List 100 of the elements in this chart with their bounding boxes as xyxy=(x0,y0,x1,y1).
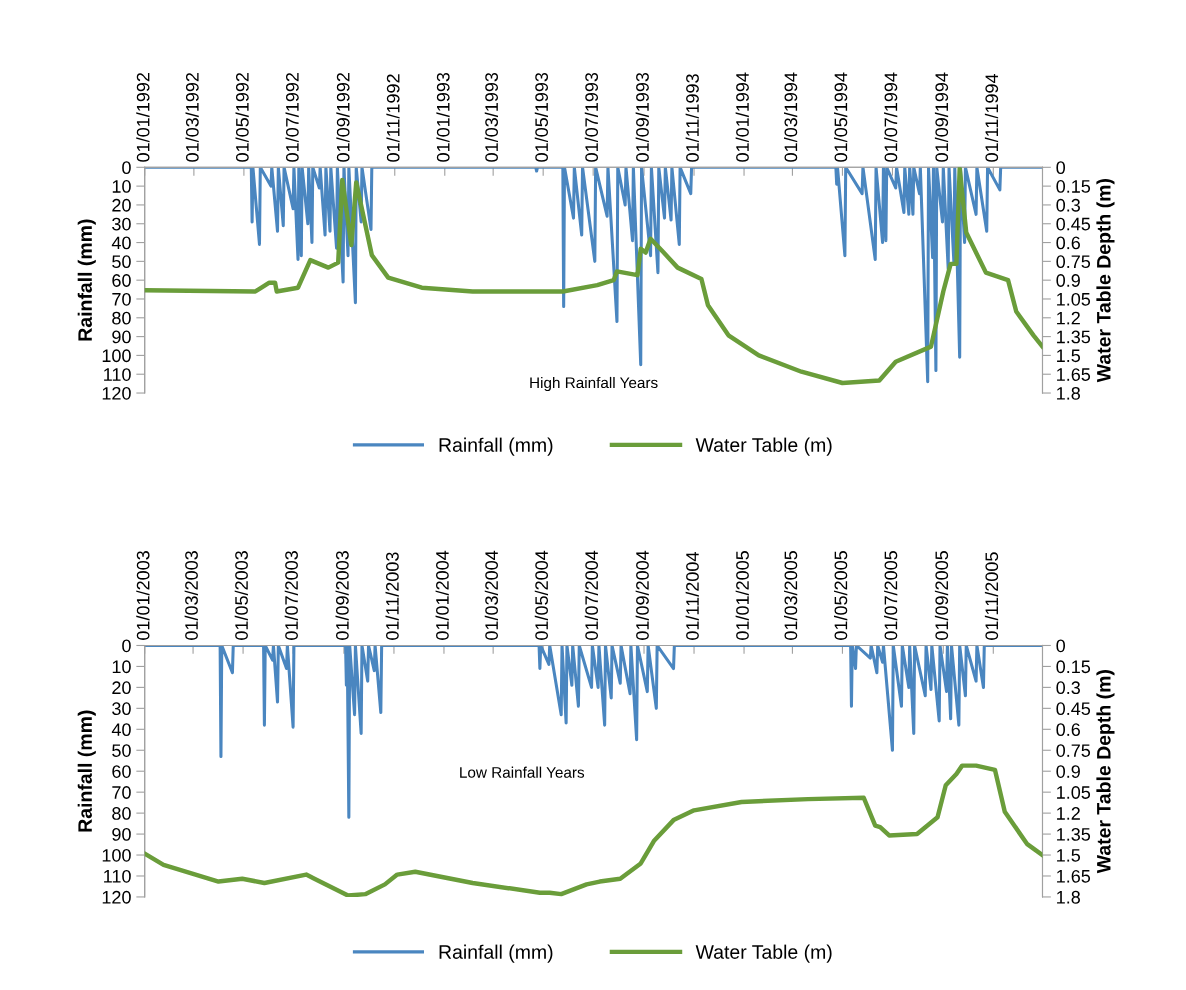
y2-tick-label: 0.15 xyxy=(1056,180,1091,193)
y-tick-label: 60 xyxy=(112,274,131,287)
y-tick-label: 90 xyxy=(112,330,131,344)
y2-tick-label: 0.6 xyxy=(1056,723,1080,737)
x-tick-label: 01/11/2003 xyxy=(385,552,399,640)
y2-tick-label: 1.2 xyxy=(1057,311,1080,325)
legend-label: Rainfall (mm) xyxy=(439,437,553,456)
y2-tick-label: 0.15 xyxy=(1056,660,1091,674)
y2-tick-label: 0.45 xyxy=(1056,702,1091,716)
y-tick-label: 20 xyxy=(112,681,131,695)
y-tick-label: 50 xyxy=(112,255,131,269)
x-tick-label: 01/09/1994 xyxy=(934,72,949,162)
y2-tick-label: 1.35 xyxy=(1057,828,1091,841)
x-tick-label: 01/07/2003 xyxy=(284,551,298,640)
x-tick-label: 01/05/1994 xyxy=(834,72,848,162)
y-tick-label: 120 xyxy=(102,890,131,904)
legend-label: Water Table (m) xyxy=(695,944,832,963)
x-tick-label: 01/05/2003 xyxy=(234,551,248,640)
y-tick-label: 80 xyxy=(112,807,131,820)
y-tick-label: 100 xyxy=(102,848,131,862)
y2-tick-label: 0.9 xyxy=(1056,274,1080,287)
y2-tick-label: 1.2 xyxy=(1057,807,1080,820)
y-tick-label: 40 xyxy=(111,723,131,737)
legend-label: Rainfall (mm) xyxy=(439,944,553,963)
y-tick-label: 0 xyxy=(122,161,131,175)
y-axis-title: Rainfall (mm) xyxy=(77,219,96,341)
x-tick-label: 01/07/1994 xyxy=(884,72,898,162)
y2-tick-label: 1.8 xyxy=(1057,386,1080,400)
x-tick-label: 01/03/2004 xyxy=(484,550,498,640)
x-tick-label: 01/09/2005 xyxy=(934,551,949,640)
x-tick-label: 01/09/1992 xyxy=(336,72,350,162)
x-tick-label: 01/11/1992 xyxy=(386,74,400,162)
y-tick-label: 70 xyxy=(112,292,131,306)
y2-axis-title: Water Table Depth (m) xyxy=(1096,179,1115,383)
y-tick-label: 20 xyxy=(112,198,131,212)
y-tick-label: 30 xyxy=(112,702,131,716)
y2-tick-label: 0.9 xyxy=(1056,765,1080,778)
x-tick-label: 01/11/1993 xyxy=(685,74,699,162)
y-tick-label: 70 xyxy=(112,786,131,799)
y2-tick-label: 0 xyxy=(1056,161,1066,175)
y2-axis-title: Water Table Depth (m) xyxy=(1096,670,1115,874)
x-tick-label: 01/01/2005 xyxy=(735,551,749,640)
y-tick-label: 110 xyxy=(104,368,131,381)
x-tick-label: 01/09/2003 xyxy=(335,551,349,640)
x-tick-label: 01/09/1993 xyxy=(635,72,649,162)
y2-tick-label: 1.8 xyxy=(1057,890,1080,904)
line-series xyxy=(144,763,1043,897)
y-tick-label: 120 xyxy=(102,386,131,400)
legend-label: Water Table (m) xyxy=(695,437,832,456)
annotation: Low Rainfall Years xyxy=(460,766,585,778)
x-tick-label: 01/03/2003 xyxy=(184,551,198,640)
x-tick-label: 01/03/2005 xyxy=(784,551,798,640)
x-tick-label: 01/07/1992 xyxy=(285,72,299,162)
x-tick-label: 01/07/2004 xyxy=(584,550,599,640)
y2-tick-label: 0.6 xyxy=(1056,236,1080,250)
annotation: High Rainfall Years xyxy=(530,376,658,392)
line-series xyxy=(144,645,1043,819)
x-tick-label: 01/05/2004 xyxy=(534,550,549,640)
y2-tick-label: 0.3 xyxy=(1056,198,1080,212)
x-tick-label: 01/09/2004 xyxy=(635,550,649,640)
y-tick-label: 40 xyxy=(111,236,131,250)
y-tick-label: 80 xyxy=(112,311,131,325)
y-tick-label: 0 xyxy=(122,639,131,653)
y-tick-label: 10 xyxy=(112,180,131,193)
x-tick-label: 01/11/1994 xyxy=(984,73,999,162)
y2-tick-label: 0.75 xyxy=(1056,255,1091,269)
y-tick-label: 50 xyxy=(112,744,131,757)
x-tick-label: 01/01/2004 xyxy=(435,550,449,640)
x-tick-label: 01/05/1992 xyxy=(235,72,249,162)
x-tick-label: 01/07/1993 xyxy=(584,72,599,162)
y2-tick-label: 1.05 xyxy=(1057,786,1091,799)
y-tick-label: 10 xyxy=(112,660,131,674)
y-tick-label: 90 xyxy=(112,828,131,841)
y2-tick-label: 0.45 xyxy=(1056,217,1091,231)
y-axis-title: Rainfall (mm) xyxy=(77,710,96,832)
x-tick-label: 01/03/1994 xyxy=(784,72,798,162)
x-tick-label: 01/11/2004 xyxy=(685,552,699,640)
y2-tick-label: 1.05 xyxy=(1057,292,1091,306)
x-tick-label: 01/07/2005 xyxy=(884,551,898,640)
y2-tick-label: 1.5 xyxy=(1057,349,1081,363)
x-tick-label: 01/01/1992 xyxy=(136,72,150,162)
y-tick-label: 100 xyxy=(102,349,131,363)
y-tick-label: 30 xyxy=(112,217,131,231)
y2-tick-label: 1.65 xyxy=(1057,869,1091,883)
y2-tick-label: 0.3 xyxy=(1056,681,1080,695)
x-tick-label: 01/01/1993 xyxy=(436,72,450,162)
y2-tick-label: 1.35 xyxy=(1057,330,1091,344)
y-tick-label: 110 xyxy=(104,869,131,883)
y2-tick-label: 1.5 xyxy=(1057,849,1081,862)
y2-tick-label: 0 xyxy=(1056,639,1066,653)
x-tick-label: 01/01/1994 xyxy=(735,72,749,162)
x-tick-label: 01/03/1993 xyxy=(484,72,498,162)
x-tick-label: 01/05/2005 xyxy=(834,551,848,640)
x-tick-label: 01/05/1993 xyxy=(534,72,549,162)
x-tick-label: 01/11/2005 xyxy=(984,552,999,640)
x-tick-label: 01/01/2003 xyxy=(136,551,150,640)
y-tick-label: 60 xyxy=(112,765,131,778)
y2-tick-label: 1.65 xyxy=(1057,368,1091,381)
x-tick-label: 01/03/1992 xyxy=(185,72,199,162)
y2-tick-label: 0.75 xyxy=(1056,744,1091,757)
